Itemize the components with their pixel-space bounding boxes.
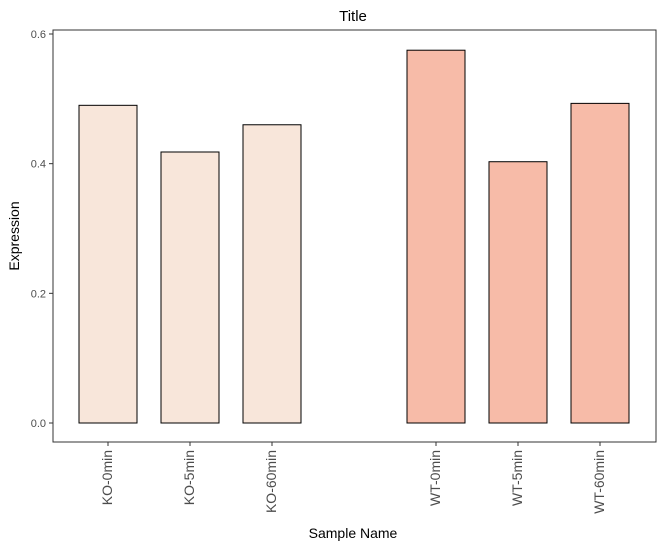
x-tick-label: KO-5min [181, 450, 197, 505]
y-tick-label: 0.0 [31, 418, 46, 430]
panel-border [52, 29, 657, 443]
x-tick-label: KO-0min [99, 450, 115, 505]
bar-wt-0min [406, 49, 466, 424]
y-tick-label: 0.6 [31, 29, 46, 41]
y-axis-label: Expression [6, 201, 22, 270]
x-tick-label: KO-60min [263, 450, 279, 513]
x-axis-label: Sample Name [309, 525, 398, 541]
y-tick-label: 0.2 [31, 288, 46, 300]
x-tick-label: WT-60min [591, 450, 607, 514]
x-tick-label: WT-5min [509, 450, 525, 506]
bar-ko-0min [78, 104, 138, 424]
bar-ko-60min [242, 124, 302, 424]
chart-title: Title [339, 8, 367, 25]
y-tick-label: 0.4 [31, 159, 46, 171]
bar-wt-60min [570, 102, 630, 424]
x-tick-label: WT-0min [427, 450, 443, 506]
bar-wt-5min [488, 161, 548, 424]
bar-ko-5min [160, 151, 220, 424]
plot-area: 0.0 0.2 0.4 0.6 KO-0min KO-5min KO-60min WT-0mi… [31, 29, 657, 514]
